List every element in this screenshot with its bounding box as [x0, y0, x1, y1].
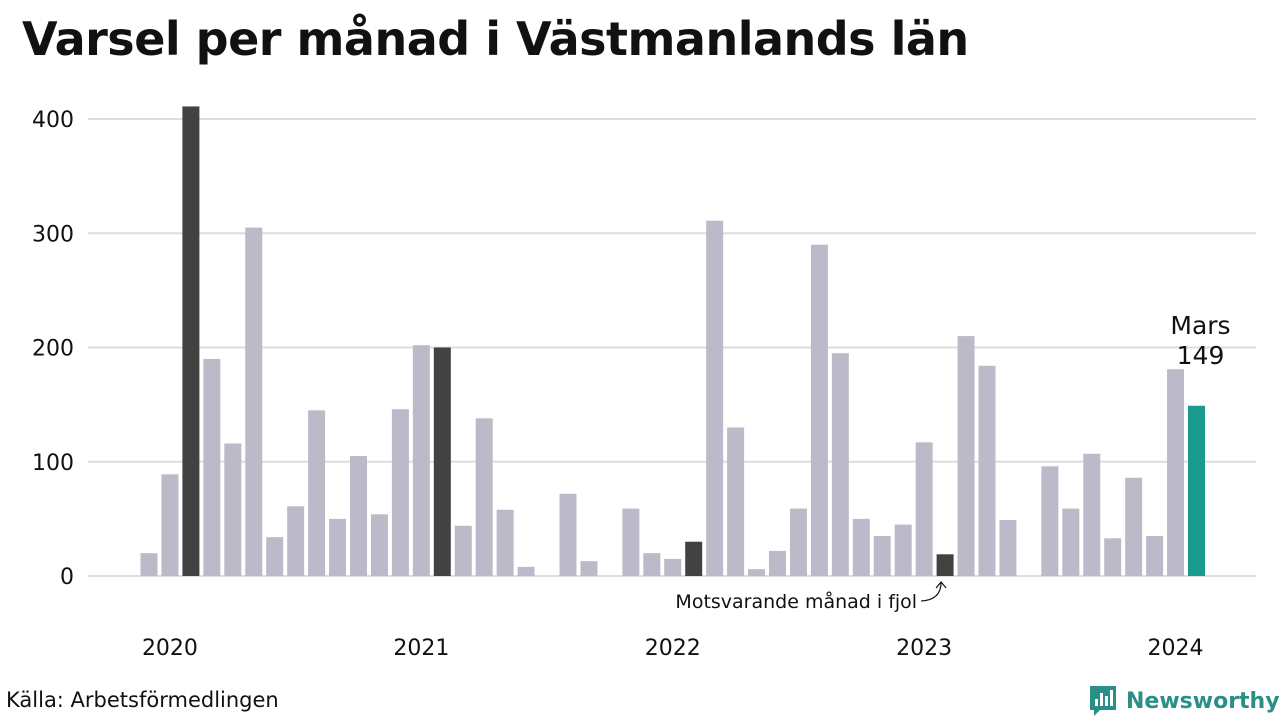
bar-2020-04 — [203, 358, 221, 576]
same-month-arrow — [921, 581, 947, 602]
bar-2021-02 — [412, 345, 430, 576]
x-year-label: 2023 — [896, 636, 952, 661]
bar-2022-03 — [685, 541, 703, 576]
bar-2020-12 — [370, 514, 388, 576]
bar-2023-12 — [1125, 477, 1143, 576]
bar-2021-01 — [391, 409, 409, 576]
bar-2020-07 — [266, 537, 284, 576]
bar-2023-10 — [1083, 453, 1101, 576]
bar-2021-03 — [433, 347, 451, 576]
y-tick-label: 400 — [32, 108, 74, 133]
bar-2021-06 — [496, 509, 514, 576]
bar-2021-09 — [559, 493, 577, 576]
bar-2022-09 — [810, 244, 828, 577]
bar-2020-06 — [245, 227, 263, 576]
bars — [140, 106, 1205, 577]
latest-value-label: 149 — [1177, 341, 1225, 370]
bar-2021-12 — [622, 508, 640, 576]
bar-2020-02 — [161, 474, 179, 576]
x-axis-year-labels: 2020 2021 2022 2023 2024 — [142, 636, 1204, 661]
source-note: Källa: Arbetsförmedlingen — [6, 688, 279, 712]
bar-2023-06 — [999, 520, 1017, 576]
newsworthy-logo-icon — [1090, 686, 1116, 716]
bar-2020-08 — [287, 506, 305, 576]
bar-2022-07 — [769, 550, 786, 576]
bar-2023-02 — [915, 442, 933, 576]
bar-2021-05 — [475, 418, 493, 576]
bar-2022-04 — [706, 220, 724, 576]
bar-2024-03 — [1188, 405, 1205, 576]
bar-2020-01 — [140, 553, 158, 576]
bar-2022-01 — [643, 553, 661, 576]
bar-2020-10 — [329, 518, 347, 576]
y-axis-ticks: 0 100 200 300 400 — [32, 108, 74, 590]
bar-2022-06 — [748, 569, 766, 576]
bar-2024-01 — [1146, 536, 1164, 576]
bar-2020-11 — [350, 456, 367, 576]
y-tick-label: 300 — [32, 222, 74, 247]
x-year-label: 2024 — [1148, 636, 1204, 661]
bar-2023-11 — [1104, 538, 1122, 576]
y-tick-label: 100 — [32, 451, 74, 476]
bar-2021-07 — [517, 566, 535, 576]
same-month-note: Motsvarande månad i fjol — [675, 590, 917, 613]
x-year-label: 2020 — [142, 636, 198, 661]
bar-2021-04 — [454, 525, 472, 576]
brand-name: Newsworthy — [1126, 688, 1280, 714]
latest-month-label: Mars — [1170, 311, 1230, 340]
bar-2024-02 — [1167, 369, 1185, 576]
bar-2023-03 — [936, 554, 954, 576]
bar-2023-01 — [894, 524, 912, 576]
brand-logo: Newsworthy — [1088, 684, 1280, 718]
bar-2023-08 — [1041, 466, 1059, 576]
x-year-label: 2021 — [393, 636, 449, 661]
bar-2022-08 — [789, 508, 807, 576]
bar-2020-03 — [182, 106, 200, 577]
bar-2022-11 — [852, 518, 870, 576]
bar-2023-09 — [1062, 508, 1080, 576]
bar-2022-05 — [727, 427, 745, 576]
bar-2023-04 — [957, 336, 975, 576]
gridlines — [88, 118, 1256, 577]
annotations: Mars 149 Motsvarande månad i fjol — [675, 311, 1230, 613]
bar-2022-02 — [664, 558, 682, 576]
bar-2020-09 — [308, 410, 326, 576]
y-tick-label: 0 — [60, 565, 74, 590]
bar-2023-05 — [978, 365, 996, 576]
bar-2020-05 — [224, 443, 242, 576]
x-year-label: 2022 — [645, 636, 701, 661]
chart-title: Varsel per månad i Västmanlands län — [22, 12, 969, 66]
bar-2022-10 — [831, 353, 849, 576]
bar-2022-12 — [873, 536, 891, 576]
y-tick-label: 200 — [32, 337, 74, 362]
bar-2021-10 — [580, 561, 598, 576]
